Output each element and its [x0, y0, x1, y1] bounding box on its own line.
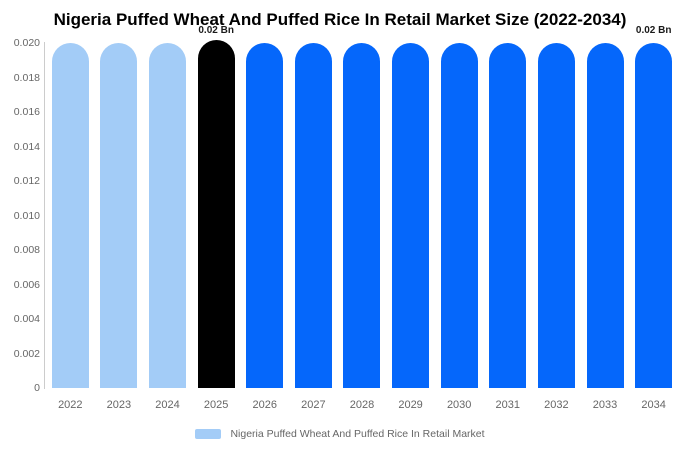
legend[interactable]: Nigeria Puffed Wheat And Puffed Rice In …: [0, 426, 680, 442]
x-axis-label: 2031: [495, 399, 521, 411]
bar-2025[interactable]: [197, 40, 235, 388]
y-tick-label: 0.014: [13, 140, 40, 153]
bar-2022[interactable]: [51, 43, 89, 388]
legend-label: Nigeria Puffed Wheat And Puffed Rice In …: [230, 428, 485, 440]
bar-slot: [95, 43, 144, 388]
bar-value-label: 0.02 Bn: [635, 25, 672, 36]
bar-slot: [483, 43, 532, 388]
bar-2034[interactable]: [635, 43, 673, 388]
bar-slot: [581, 43, 630, 388]
x-axis-label: 2030: [446, 399, 472, 411]
x-axis-label: 2023: [106, 399, 132, 411]
y-tick-label: 0.012: [13, 175, 40, 187]
y-tick-label: 0.020: [13, 37, 40, 49]
bar-slot: [338, 43, 387, 388]
y-tick-label: 0.018: [13, 71, 40, 84]
bar-2023[interactable]: [100, 43, 138, 388]
x-axis-label: 2024: [155, 399, 180, 411]
x-axis-labels: 2022 2023 2024 2025 2026 2027 2028 2029 2030 2031…: [46, 399, 678, 411]
y-tick-label: 0.006: [13, 278, 40, 291]
x-axis-label: 2028: [349, 399, 375, 411]
y-tick-label: 0: [34, 382, 40, 394]
bar-2030[interactable]: [440, 43, 478, 388]
bars-container: [46, 40, 678, 388]
bar-2029[interactable]: [392, 43, 430, 388]
x-axis-label: 2034: [641, 399, 666, 411]
bar-value-label: 0.02 Bn: [198, 25, 234, 36]
bar-2026[interactable]: [246, 43, 284, 388]
y-axis-line: [44, 42, 45, 389]
y-tick-label: 0.016: [13, 106, 40, 118]
legend-swatch: [195, 429, 222, 439]
x-axis-label: 2022: [58, 399, 83, 411]
x-axis-label: 2029: [398, 399, 423, 411]
bar-slot: [240, 43, 289, 388]
y-tick-label: 0.004: [13, 313, 40, 325]
bar-slot: [143, 43, 192, 388]
bar-2027[interactable]: [294, 43, 332, 388]
bar-2033[interactable]: [586, 43, 624, 388]
bar-slot: [386, 43, 435, 388]
x-axis-label: 2026: [252, 399, 277, 411]
bar-2024[interactable]: [149, 43, 187, 388]
bar-slot: [435, 43, 484, 388]
y-tick-label: 0.008: [13, 244, 40, 256]
chart-title: Nigeria Puffed Wheat And Puffed Rice In …: [53, 10, 627, 29]
bar-slot: [532, 43, 581, 388]
y-tick-label: 0.010: [13, 209, 40, 222]
x-axis-label: 2025: [203, 399, 229, 411]
bar-slot: [289, 43, 338, 388]
bar-2031[interactable]: [489, 43, 527, 388]
bar-2032[interactable]: [537, 43, 575, 388]
bar-2028[interactable]: [343, 43, 381, 388]
bar-slot: [629, 43, 678, 388]
bar-slot: [46, 43, 95, 388]
y-tick-label: 0.002: [13, 347, 40, 360]
bar-slot: [192, 40, 241, 388]
y-axis-ticks: 0.020 0.018 0.016 0.014 0.012 0.010 0.008 0.006…: [0, 37, 40, 394]
x-axis-label: 2032: [544, 399, 569, 411]
x-axis-label: 2033: [592, 399, 618, 411]
x-axis-label: 2027: [301, 399, 326, 411]
